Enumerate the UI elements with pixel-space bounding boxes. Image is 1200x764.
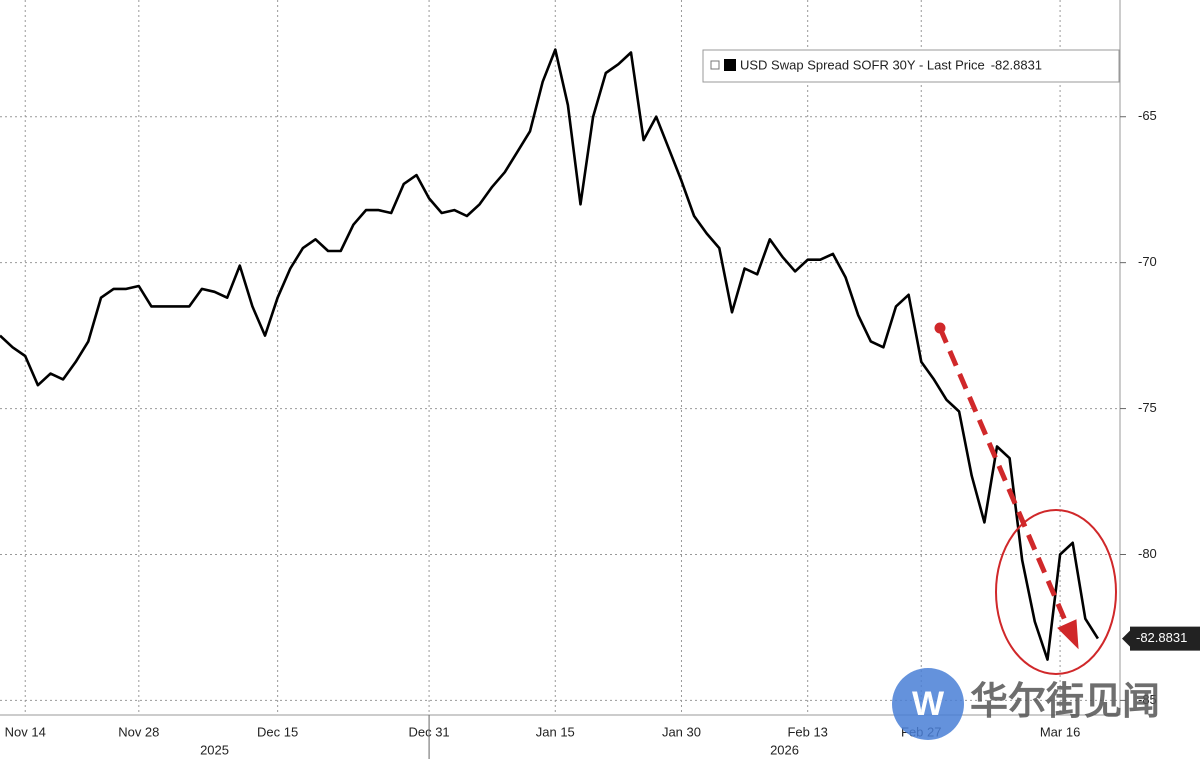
price-tag: [1130, 626, 1200, 651]
legend-toggle: [710, 60, 720, 70]
y-tick-label: -85: [1138, 692, 1157, 707]
y-tick-label: -70: [1138, 254, 1157, 269]
x-tick-label: Feb 13: [787, 724, 827, 739]
x-group-label: 2025: [200, 742, 229, 757]
x-group-label: 2026: [770, 742, 799, 757]
line: [0, 48, 1099, 661]
legend-box: [702, 49, 1120, 83]
watermark-text: 华尔街见闻: [970, 681, 1160, 723]
y-tick-label: -80: [1138, 546, 1157, 561]
y-tick-label: -75: [1138, 400, 1157, 415]
x-tick-label: Nov 14: [5, 724, 46, 739]
x-tick-label: Jan 30: [662, 724, 701, 739]
arrow-start: [934, 322, 946, 334]
annotation: [934, 322, 1117, 675]
y-tick-label: -65: [1138, 108, 1157, 123]
highlight-circle: [995, 509, 1117, 675]
watermark: W 华尔街见闻: [892, 668, 1160, 740]
arrow-head: [1057, 619, 1079, 650]
watermark-logo-letter: W: [912, 685, 945, 723]
x-tick-label: Dec 15: [257, 724, 298, 739]
x-tick-label: Nov 28: [118, 724, 159, 739]
legend: USD Swap Spread SOFR 30Y - Last Price -82…: [702, 49, 1120, 83]
watermark-logo: [892, 668, 964, 740]
price-tag-label: -82.8831: [1136, 630, 1187, 645]
x-tick-label: Jan 15: [536, 724, 575, 739]
legend-swatch: [724, 59, 736, 71]
x-tick-label: Mar 16: [1040, 724, 1080, 739]
legend-value: -82.8831: [991, 57, 1042, 72]
legend-label: USD Swap Spread SOFR 30Y - Last Price: [740, 57, 985, 72]
trend-arrow: [937, 327, 1073, 633]
price-tag-pointer: [1122, 630, 1130, 647]
